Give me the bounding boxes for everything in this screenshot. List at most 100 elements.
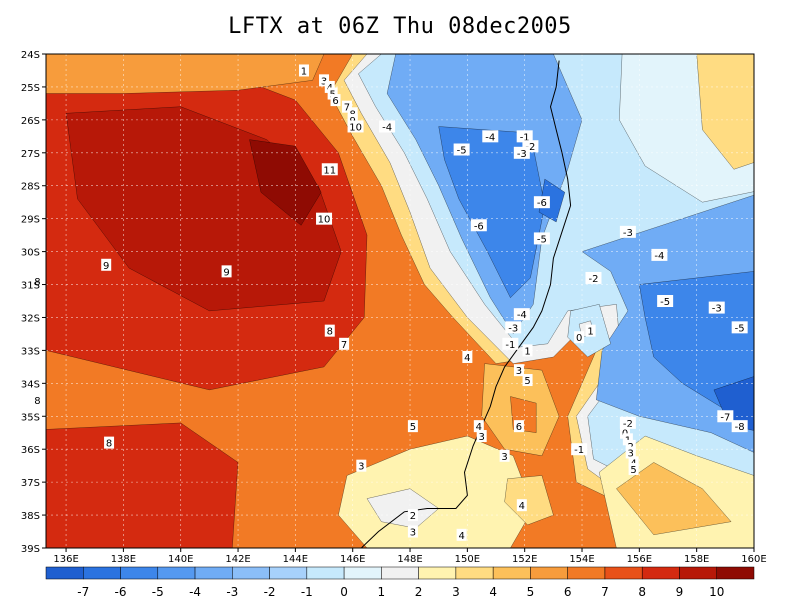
contour-label-text: 6 (516, 422, 522, 433)
contour-label-text: 1 (301, 66, 307, 77)
contour-label: 4 (473, 420, 484, 433)
contour-label: 5 (628, 462, 639, 476)
contour-label-text: 8 (327, 327, 333, 338)
colorbar-label: 2 (415, 585, 423, 599)
lon-tick-label: 138E (111, 554, 136, 565)
contour-label-text: 6 (332, 96, 338, 107)
lon-tick-label: 160E (741, 554, 766, 565)
contour-label-text: 8 (106, 439, 112, 450)
east-coast-line (360, 60, 572, 548)
lat-tick-label: 27S (21, 149, 40, 160)
contour-label: -5 (453, 143, 470, 157)
contour-label-text: 8 (34, 277, 40, 288)
lat-tick-label: 39S (21, 544, 40, 555)
lon-tick-label: 140E (168, 554, 193, 565)
lat-tick-label: 31S (21, 281, 40, 292)
colorbar-swatch (567, 566, 606, 580)
colorbar-swatch (83, 566, 121, 580)
contour-label: -3 (505, 321, 522, 334)
contour-label-text: 11 (323, 165, 336, 176)
colorbar-label: -3 (226, 585, 238, 599)
field-level-5 (616, 462, 732, 536)
contour-label: -1 (502, 337, 519, 351)
contour-label-text: -3 (508, 323, 518, 334)
contour-label-text: -4 (517, 310, 527, 321)
contour-label-text: 10 (318, 215, 331, 226)
colorbar-swatch (716, 566, 755, 580)
contour-label: 11 (321, 163, 338, 176)
contour-label: -3 (619, 225, 636, 239)
contour-label-text: 3 (628, 448, 634, 459)
contour-label: 7 (341, 100, 352, 114)
contour-label-text: -1 (574, 445, 584, 456)
contour-label-text: 3 (410, 528, 416, 539)
contour-label: 3 (499, 449, 510, 463)
colorbar-swatch (492, 566, 531, 580)
contour-label: 0 (574, 331, 585, 344)
contour-label: -6 (533, 196, 550, 209)
colorbar-swatch (194, 566, 233, 580)
lon-tick-label: 150E (455, 554, 480, 565)
colorbar-label: -2 (264, 585, 276, 599)
contour-label: 8 (104, 436, 115, 450)
contour-label: 3 (319, 74, 330, 87)
contour-label-text: 2 (410, 511, 416, 522)
lat-tick-label: 37S (21, 478, 40, 489)
lat-tick-label: 30S (21, 248, 40, 259)
contour-label: 6 (513, 420, 524, 433)
contour-label: 3 (476, 430, 487, 443)
colorbar-label: 3 (452, 585, 460, 599)
contour-label-text: -1 (520, 132, 530, 143)
contour-label: 4 (516, 499, 527, 512)
contour-label: -2 (619, 416, 636, 430)
colorbar: -7 -6 -5 -4 -3 -2 -1 0 1 2 3 4 5 6 7 8 9 10 (45, 566, 755, 599)
lat-tick-label: 35S (21, 412, 40, 423)
colorbar-swatch (530, 566, 568, 580)
contour-label: -8 (731, 420, 748, 433)
colorbar-swatch (269, 566, 308, 580)
colorbar-swatch (381, 566, 419, 580)
contour-label-text: -4 (654, 251, 664, 262)
lon-tick-label: 142E (225, 554, 250, 565)
contour-label: 3 (356, 459, 367, 473)
lat-tick-label: 24S (21, 50, 40, 61)
contour-label-text: 4 (519, 501, 525, 512)
plot-frame (45, 53, 755, 549)
lat-tick-label: 32S (21, 313, 40, 324)
colorbar-swatch (306, 566, 345, 580)
colorbar-label: 7 (601, 585, 609, 599)
contour-label-text: -2 (623, 419, 633, 430)
contour-label-text: 1 (587, 327, 593, 338)
colorbar-label: -4 (189, 585, 201, 599)
lon-tick-label: 158E (684, 554, 709, 565)
contour-label: -4 (651, 248, 668, 262)
colorbar-label: 9 (676, 585, 684, 599)
colorbar-label: -7 (77, 585, 89, 599)
contour-label-text: 3 (321, 76, 327, 87)
contour-label: 8 (32, 393, 43, 407)
lon-tick-label: 148E (397, 554, 422, 565)
contour-label: -5 (731, 321, 748, 334)
colorbar-swatch (232, 566, 270, 580)
contour-label: 3 (513, 364, 524, 377)
contour-label: -4 (482, 130, 499, 143)
contour-label-text: 5 (410, 422, 416, 433)
contour-labels: 13456789101110998878-4-4-5-1-2-3-6-6-5-3… (32, 64, 748, 542)
contour-label-text: 5 (524, 376, 530, 387)
contour-label: 1 (585, 324, 596, 338)
contour-label: 9 (221, 265, 232, 278)
contour-label-text: -2 (588, 274, 598, 285)
contour-label: 10 (347, 120, 364, 133)
contour-label-text: 3 (479, 432, 485, 443)
lat-tick-label: 26S (21, 116, 40, 127)
contour-label: -6 (470, 219, 487, 232)
lat-tick-label: 25S (21, 83, 40, 94)
field-level-9 (46, 422, 239, 548)
contour-label-text: 5 (630, 465, 636, 476)
lifted-index-field (46, 54, 754, 548)
contour-label: -3 (708, 301, 725, 315)
colorbar-label: 6 (564, 585, 572, 599)
contour-label: -5 (657, 295, 674, 308)
contour-label-text: 3 (516, 366, 522, 377)
